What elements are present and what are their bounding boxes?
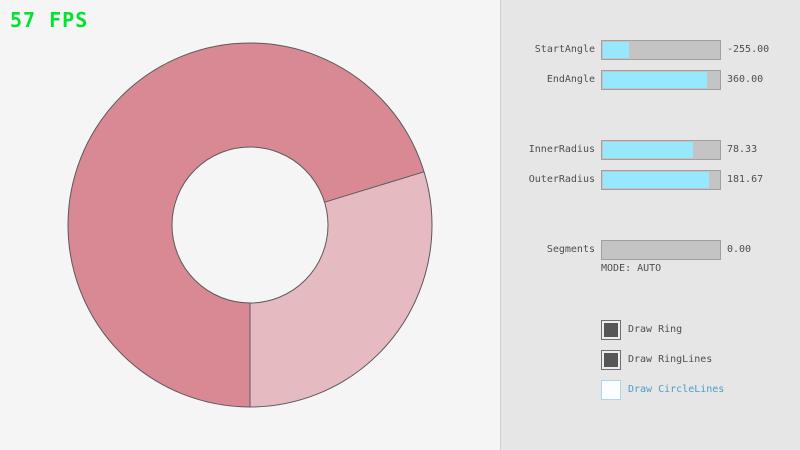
start-angle-row: StartAngle -255.00 [501,40,800,60]
draw-circlelines-label: Draw CircleLines [628,384,725,395]
fps-counter: 57 FPS [10,8,89,32]
inner-radius-value: 78.33 [727,144,758,155]
segments-row: Segments 0.00 [501,240,800,260]
ring-radial-line-start [324,171,425,203]
start-angle-label: StartAngle [534,44,595,55]
outer-radius-slider-fill [603,172,709,188]
draw-ringlines-checkbox[interactable] [601,350,621,370]
inner-radius-slider[interactable] [601,140,721,160]
end-angle-slider-fill [603,72,708,88]
segments-mode-text: MODE: AUTO [601,263,662,274]
draw-ring-label: Draw Ring [628,324,683,335]
draw-ringlines-row: Draw RingLines [501,350,800,370]
ring-sector-dark [67,43,425,408]
end-angle-label: EndAngle [546,74,595,85]
ring-inner-line [171,146,329,304]
start-angle-slider[interactable] [601,40,721,60]
draw-ringlines-label: Draw RingLines [628,354,713,365]
draw-ring-checkbox[interactable] [601,320,621,340]
start-angle-value: -255.00 [727,44,770,55]
segments-label: Segments [546,244,595,255]
outer-radius-label: OuterRadius [528,174,595,185]
segments-slider[interactable] [601,240,721,260]
end-angle-slider[interactable] [601,70,721,90]
inner-radius-label: InnerRadius [528,144,595,155]
ring-canvas [67,42,433,408]
outer-radius-value: 181.67 [727,174,764,185]
inner-radius-slider-fill [603,142,694,158]
outer-radius-row: OuterRadius 181.67 [501,170,800,190]
end-angle-row: EndAngle 360.00 [501,70,800,90]
segments-value: 0.00 [727,244,752,255]
draw-ring-row: Draw Ring [501,320,800,340]
draw-circlelines-checkbox[interactable] [601,380,621,400]
draw-ringlines-checkmark [604,353,618,367]
ring-sector-light [250,171,432,407]
start-angle-slider-fill [603,42,629,58]
draw-ring-checkmark [604,323,618,337]
control-panel: StartAngle -255.00 EndAngle 360.00 Inner… [500,0,800,450]
end-angle-value: 360.00 [727,74,764,85]
draw-circlelines-row: Draw CircleLines [501,380,800,400]
inner-radius-row: InnerRadius 78.33 [501,140,800,160]
outer-radius-slider[interactable] [601,170,721,190]
